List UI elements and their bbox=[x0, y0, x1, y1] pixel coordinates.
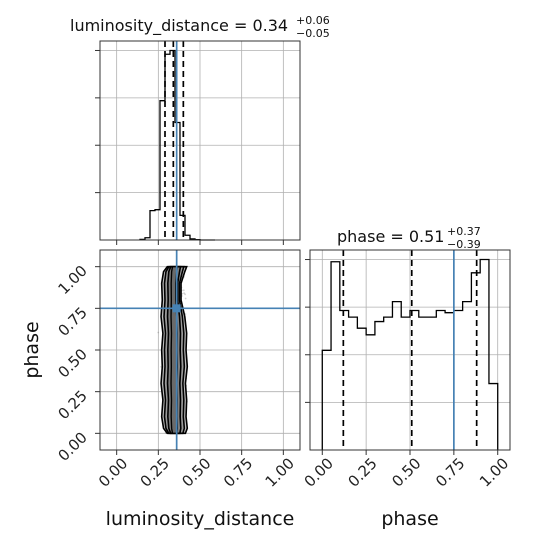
contour-ticklabel-y-2: 0.50 bbox=[54, 345, 90, 381]
contour-ticklabel-x-1: 0.25 bbox=[137, 454, 173, 490]
hist2-step-line bbox=[321, 258, 499, 450]
contour-ticklabel-x-0: 0.00 bbox=[95, 454, 131, 490]
x-axis-label-phase: phase bbox=[381, 508, 438, 530]
contour-ticklabel-y-3: 0.75 bbox=[54, 303, 90, 339]
hist1-title: luminosity_distance = 0.34 bbox=[70, 16, 288, 36]
hist2-ticklabel-x-2: 0.50 bbox=[388, 454, 424, 490]
sample-point bbox=[157, 331, 160, 334]
sample-point bbox=[183, 292, 186, 295]
contour-truth-marker bbox=[172, 304, 181, 313]
hist2-ticklabel-x-1: 0.25 bbox=[344, 454, 380, 490]
contour-frame bbox=[99, 249, 301, 451]
y-axis-label-phase: phase bbox=[21, 321, 43, 378]
contour-level-1 bbox=[160, 265, 189, 435]
sample-point bbox=[181, 292, 184, 295]
contour-ticklabel-x-2: 0.50 bbox=[178, 454, 214, 490]
x-axis-label-luminosity-distance: luminosity_distance bbox=[106, 508, 295, 530]
hist2-title-upper-error: +0.37 bbox=[447, 225, 481, 238]
contour-ticklabel-y-0: 0.00 bbox=[54, 428, 90, 464]
hist2-ticklabel-x-4: 1.00 bbox=[476, 454, 512, 490]
hist1-frame bbox=[99, 40, 301, 241]
sample-point bbox=[184, 297, 187, 300]
contour-ticklabel-x-3: 0.75 bbox=[220, 454, 256, 490]
hist2-frame bbox=[309, 249, 511, 451]
contour-ticklabel-x-4: 1.00 bbox=[262, 454, 298, 490]
phase-histogram-panel: 0.00 0.25 0.50 0.75 1.00 bbox=[301, 249, 512, 491]
hist2-ticklabel-x-3: 0.75 bbox=[432, 454, 468, 490]
luminosity-distance-phase-contour-panel: 0.00 0.25 0.50 0.75 1.000.000.250.500.751.00 bbox=[54, 249, 301, 491]
luminosity-distance-histogram-panel bbox=[95, 40, 301, 245]
contour-ticklabel-y-4: 1.00 bbox=[54, 262, 90, 298]
hist2-title: phase = 0.51 bbox=[337, 227, 444, 246]
hist2-title-lower-error: −0.39 bbox=[447, 238, 481, 251]
hist2-ticklabel-x-0: 0.00 bbox=[301, 454, 337, 490]
contour-ticklabel-y-1: 0.25 bbox=[54, 387, 90, 423]
hist1-title-upper-error: +0.06 bbox=[296, 14, 330, 27]
hist1-title-lower-error: −0.05 bbox=[296, 27, 330, 40]
sample-point bbox=[184, 293, 186, 296]
sample-point bbox=[182, 289, 185, 292]
